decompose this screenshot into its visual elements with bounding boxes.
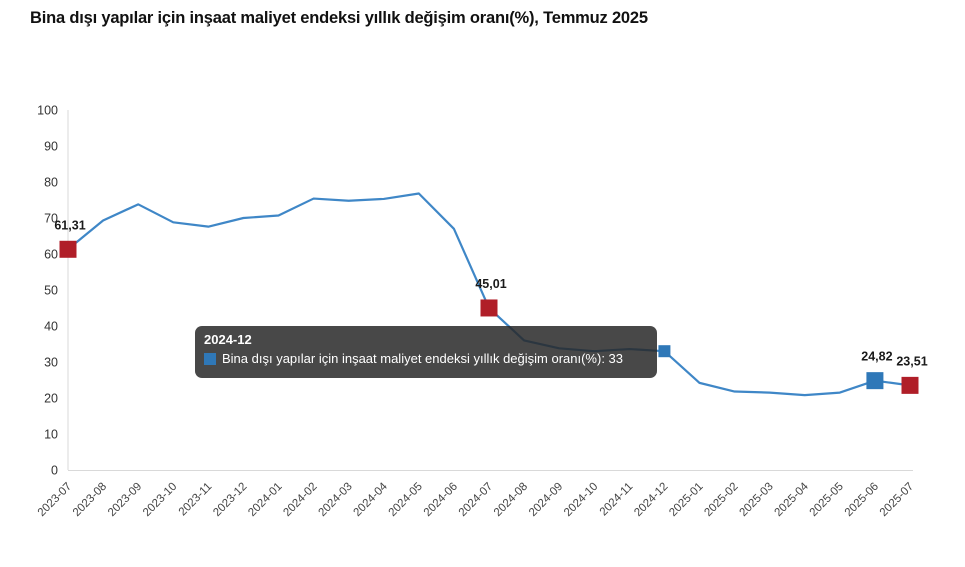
point-label: 23,51	[896, 354, 927, 368]
x-tick-label: 2023-10	[141, 481, 179, 519]
y-tick-label: 30	[44, 356, 58, 370]
y-tick-label: 100	[37, 104, 58, 118]
point-marker[interactable]	[866, 372, 884, 390]
x-tick-label: 2024-10	[562, 481, 600, 519]
x-tick-label: 2024-07	[457, 481, 495, 519]
point-label: 61,31	[54, 218, 85, 232]
x-tick-label: 2025-06	[843, 481, 881, 519]
x-tick-label: 2023-08	[71, 481, 109, 519]
x-tick-label: 2023-09	[106, 481, 144, 519]
y-tick-label: 0	[51, 464, 58, 478]
point-marker[interactable]	[480, 299, 498, 317]
x-tick-label: 2025-05	[808, 481, 846, 519]
x-tick-label: 2024-04	[352, 480, 391, 519]
y-tick-label: 40	[44, 320, 58, 334]
y-tick-label: 20	[44, 392, 58, 406]
x-tick-label: 2025-07	[878, 481, 916, 519]
x-tick-label: 2024-08	[492, 481, 530, 519]
tooltip-series-row: Bina dışı yapılar için inşaat maliyet en…	[204, 352, 647, 366]
x-tick-label: 2024-05	[387, 481, 425, 519]
point-marker[interactable]	[59, 240, 77, 258]
x-tick-label: 2024-03	[316, 481, 354, 519]
x-tick-label: 2024-11	[598, 481, 636, 519]
x-tick-label: 2025-04	[773, 480, 812, 519]
point-label: 45,01	[475, 277, 506, 291]
x-tick-label: 2023-11	[177, 481, 215, 519]
y-tick-label: 70	[44, 212, 58, 226]
x-tick-label: 2025-03	[737, 481, 775, 519]
point-label: 24,82	[861, 350, 892, 364]
x-tick-label: 2023-12	[211, 481, 249, 519]
point-marker[interactable]	[901, 376, 919, 394]
x-tick-label: 2024-06	[422, 481, 460, 519]
x-tick-label: 2023-07	[36, 481, 74, 519]
tooltip-series-text: Bina dışı yapılar için inşaat maliyet en…	[222, 351, 624, 366]
hovered-point-marker[interactable]	[658, 345, 671, 358]
x-tick-label: 2024-01	[246, 481, 284, 519]
y-tick-label: 10	[44, 428, 58, 442]
series-swatch-icon	[204, 353, 216, 365]
chart-tooltip: 2024-12 Bina dışı yapılar için inşaat ma…	[195, 326, 657, 378]
x-tick-label: 2024-02	[281, 481, 319, 519]
y-tick-label: 90	[44, 140, 58, 154]
x-tick-label: 2025-02	[702, 481, 740, 519]
tooltip-category-label: 2024-12	[204, 332, 252, 347]
y-tick-label: 80	[44, 176, 58, 190]
y-tick-label: 60	[44, 248, 58, 262]
x-tick-label: 2024-09	[527, 481, 565, 519]
x-tick-label: 2024-12	[632, 481, 670, 519]
chart-title: Bina dışı yapılar için inşaat maliyet en…	[30, 9, 648, 27]
y-tick-label: 50	[44, 284, 58, 298]
x-tick-label: 2025-01	[667, 481, 705, 519]
